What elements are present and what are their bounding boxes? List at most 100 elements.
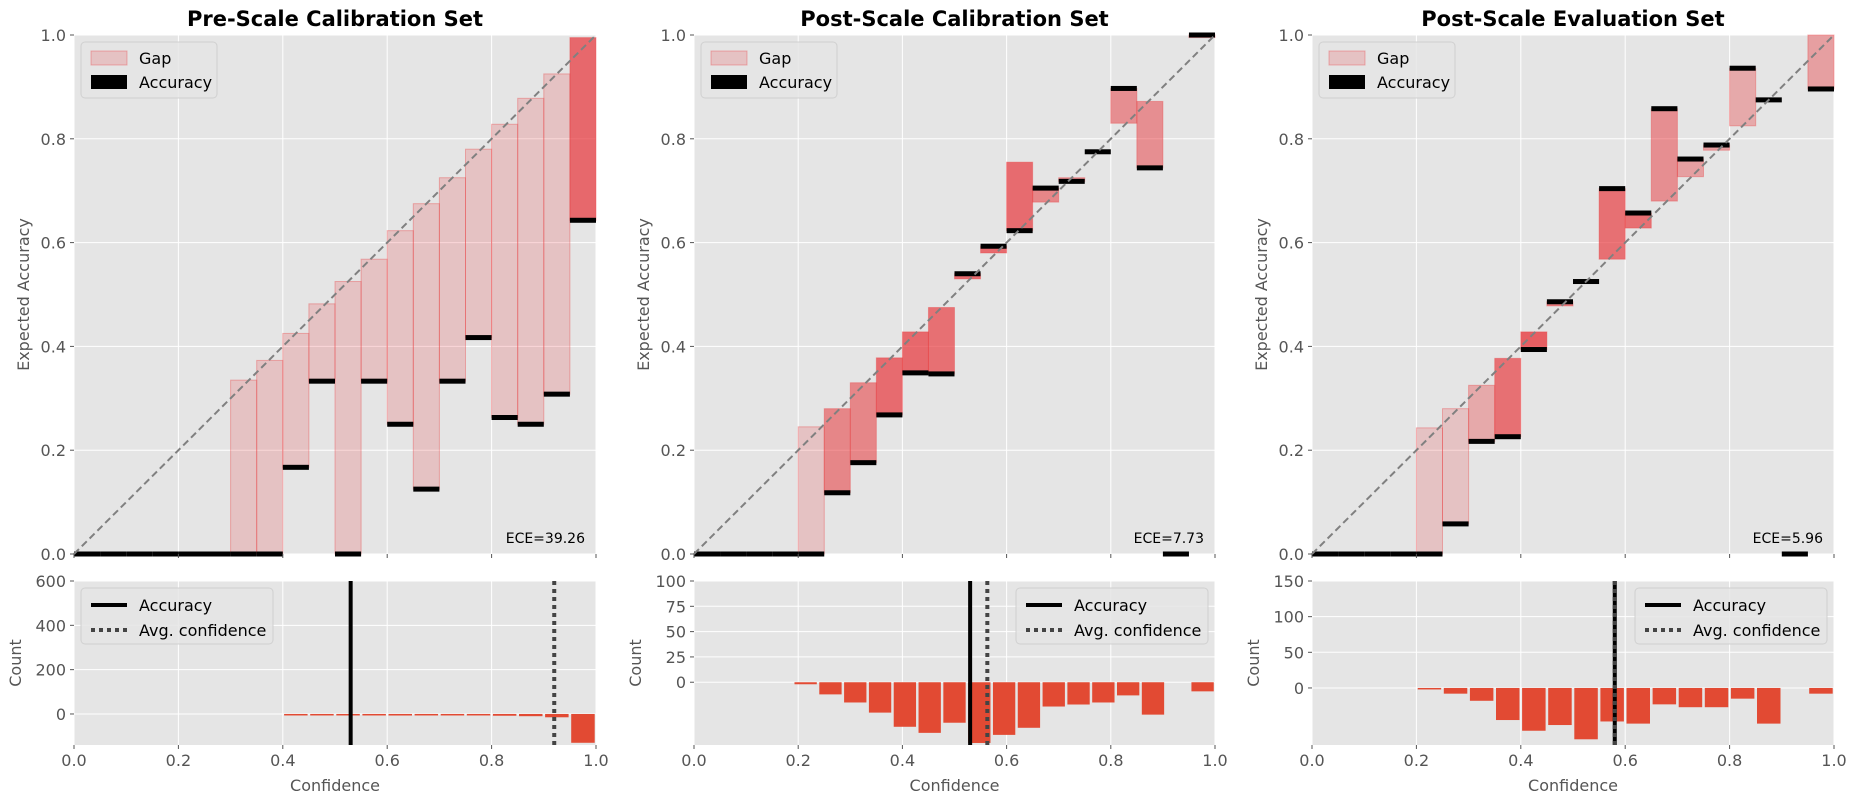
hist-bar [1730, 687, 1755, 699]
hist-legend-label-accuracy: Accuracy [139, 596, 212, 615]
legend-swatch-gap [90, 50, 128, 66]
accuracy-bar [1162, 551, 1189, 557]
accuracy-bar [1364, 551, 1391, 557]
y-tick-label: 1.0 [41, 26, 66, 45]
hist-y-axis-label: Count [6, 639, 25, 687]
accuracy-bar [204, 551, 231, 557]
gap-bar [797, 426, 825, 555]
gap-bar [491, 123, 519, 419]
hist-bar [492, 713, 517, 716]
hist-x-tick-label: 0.4 [890, 751, 915, 770]
hist-bar [388, 713, 412, 716]
gap-bar [927, 306, 956, 375]
accuracy-bar [876, 412, 903, 418]
accuracy-bar [772, 551, 799, 557]
accuracy-bar [1625, 210, 1652, 216]
y-axis-label: Expected Accuracy [1252, 218, 1271, 371]
gap-bar [1415, 427, 1444, 555]
hist-x-tick-label: 0.8 [479, 751, 504, 770]
hist-y-tick-label: 200 [35, 661, 66, 680]
accuracy-bar [1468, 438, 1495, 444]
hist-bar [1600, 687, 1624, 722]
y-tick-label: 0.0 [1279, 545, 1304, 564]
gap-bar [543, 73, 571, 395]
accuracy-bar [335, 551, 362, 557]
accuracy-bar [517, 421, 544, 427]
y-tick-label: 0.2 [1279, 441, 1304, 460]
legend-label-accuracy: Accuracy [139, 73, 212, 92]
ece-label: ECE=39.26 [506, 531, 585, 547]
accuracy-bar [1416, 551, 1443, 557]
accuracy-bar [1442, 521, 1469, 527]
hist-bar [1626, 687, 1650, 724]
accuracy-bar [491, 415, 518, 421]
accuracy-bar [256, 551, 283, 557]
legend-label-accuracy: Accuracy [759, 73, 832, 92]
hist-bar [362, 713, 386, 716]
hist-bar [1704, 687, 1729, 708]
accuracy-bar [1729, 65, 1756, 71]
gap-bar [1006, 161, 1034, 232]
hist-y-axis-label: Count [626, 639, 645, 687]
gap-bar [282, 332, 310, 468]
perfect-calibration-line [73, 34, 597, 555]
accuracy-bar [569, 217, 596, 223]
legend-label-gap: Gap [759, 49, 791, 68]
hist-bar [1522, 687, 1546, 731]
gap-bar [230, 379, 258, 555]
accuracy-bar [230, 551, 257, 557]
hist-bar [844, 682, 867, 703]
hist-bar [414, 713, 439, 716]
chart-title: Pre-Scale Calibration Set [187, 7, 483, 31]
y-tick-label: 0.6 [1279, 234, 1304, 253]
hist-y-tick-label: 50 [666, 623, 686, 642]
hist-x-tick-label: 0.4 [1508, 751, 1533, 770]
chart-title: Post-Scale Evaluation Set [1421, 7, 1724, 31]
y-tick-label: 0.2 [41, 441, 66, 460]
legend-label-gap: Gap [139, 49, 171, 68]
y-tick-label: 0.0 [661, 545, 686, 564]
hist-x-tick-label: 0.2 [166, 751, 191, 770]
hist-x-tick-label: 0.2 [1404, 751, 1429, 770]
accuracy-bar [282, 464, 309, 470]
gap-bar [334, 281, 362, 555]
hist-x-tick-label: 0.0 [681, 751, 706, 770]
legend-swatch-accuracy [1329, 75, 1365, 89]
hist-legend-label-avg-confidence: Avg. confidence [1074, 621, 1201, 640]
hist-legend-box [1634, 587, 1828, 645]
hist-bar [571, 713, 595, 743]
hist-y-tick-label: 0 [56, 705, 66, 724]
hist-bar [992, 682, 1016, 735]
accuracy-bar [1703, 142, 1730, 148]
hist-bar [1191, 682, 1214, 692]
y-tick-label: 0.8 [661, 130, 686, 149]
chart-panel-3: 0.0 0.2 0.4 0.6 0.8 1.0 Post-Scale Evaluation … [1244, 7, 1847, 795]
hist-bar [918, 682, 941, 733]
gap-bar [386, 230, 414, 425]
accuracy-bar [543, 391, 570, 397]
gap-bar [360, 258, 388, 382]
y-tick-label: 1.0 [1279, 26, 1304, 45]
y-tick-label: 0.2 [661, 441, 686, 460]
hist-x-tick-label: 0.6 [374, 751, 399, 770]
hist-bar [1757, 687, 1781, 724]
y-tick-label: 0.8 [41, 130, 66, 149]
legend-swatch-accuracy [91, 75, 127, 89]
hist-bar [1443, 687, 1468, 694]
x-axis-label: Confidence [290, 776, 380, 795]
accuracy-bar [850, 460, 877, 466]
hist-bar [1042, 682, 1065, 707]
hist-bar [310, 713, 334, 716]
y-axis-label: Expected Accuracy [14, 218, 33, 371]
accuracy-bar [361, 378, 388, 384]
y-tick-label: 0.4 [661, 337, 686, 356]
gap-bar [517, 97, 545, 425]
y-tick-label: 0.6 [661, 234, 686, 253]
hist-x-tick-label: 0.6 [994, 751, 1019, 770]
hist-bar [1548, 687, 1572, 726]
accuracy-bar [1058, 178, 1085, 184]
hist-x-tick-label: 1.0 [1202, 751, 1227, 770]
accuracy-bar [1807, 86, 1834, 92]
gap-bar [308, 303, 336, 382]
accuracy-bar [798, 551, 825, 557]
